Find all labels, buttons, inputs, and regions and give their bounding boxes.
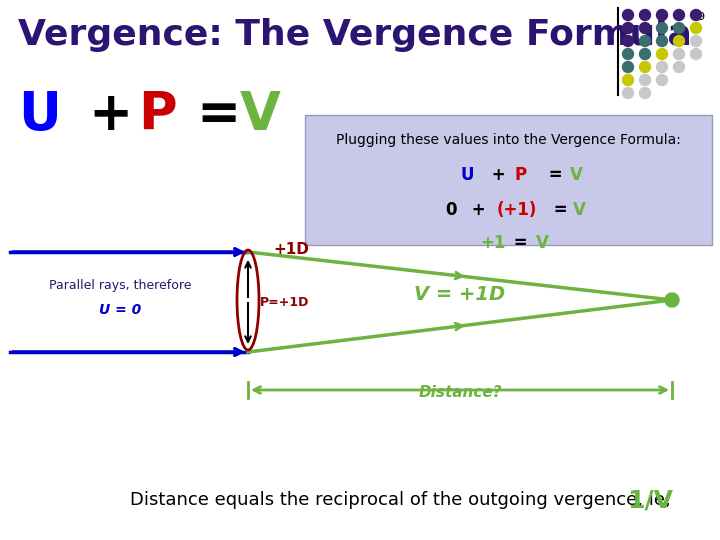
Text: V: V: [536, 234, 549, 252]
Text: Vergence: The Vergence Formula: Vergence: The Vergence Formula: [18, 18, 692, 52]
Text: V: V: [240, 89, 281, 141]
Circle shape: [623, 62, 634, 72]
Circle shape: [623, 23, 634, 33]
Circle shape: [657, 10, 667, 21]
Text: 19: 19: [692, 12, 706, 22]
Circle shape: [639, 49, 650, 59]
Text: U: U: [460, 166, 474, 184]
Text: +1D: +1D: [273, 242, 309, 257]
Circle shape: [673, 49, 685, 59]
Text: V: V: [570, 166, 583, 184]
Text: V: V: [573, 201, 586, 219]
Circle shape: [639, 10, 650, 21]
Text: +: +: [466, 201, 491, 219]
Text: Plugging these values into the Vergence Formula:: Plugging these values into the Vergence …: [336, 133, 681, 147]
Text: =: =: [548, 201, 573, 219]
Circle shape: [657, 36, 667, 46]
Text: =: =: [543, 166, 568, 184]
Circle shape: [690, 36, 701, 46]
FancyBboxPatch shape: [305, 115, 712, 245]
Circle shape: [690, 23, 701, 33]
Text: (+1): (+1): [497, 201, 537, 219]
Text: U = 0: U = 0: [99, 303, 141, 317]
Text: P: P: [515, 166, 527, 184]
Text: V = +1D: V = +1D: [415, 286, 505, 305]
Circle shape: [639, 62, 650, 72]
Circle shape: [657, 23, 667, 33]
Text: P: P: [138, 89, 176, 141]
Circle shape: [665, 293, 679, 307]
Circle shape: [657, 49, 667, 59]
Text: +: +: [88, 89, 132, 141]
Circle shape: [673, 36, 685, 46]
Circle shape: [657, 75, 667, 85]
Text: P=+1D: P=+1D: [260, 295, 310, 308]
Circle shape: [690, 10, 701, 21]
Text: Parallel rays, therefore: Parallel rays, therefore: [49, 279, 192, 292]
Text: U: U: [18, 89, 61, 141]
Circle shape: [623, 75, 634, 85]
Circle shape: [657, 62, 667, 72]
Text: 0: 0: [445, 201, 456, 219]
Text: Distance?: Distance?: [418, 385, 502, 400]
Text: 1/V: 1/V: [627, 488, 673, 512]
Circle shape: [639, 36, 650, 46]
Text: =: =: [508, 234, 534, 252]
Circle shape: [623, 49, 634, 59]
Circle shape: [690, 49, 701, 59]
Circle shape: [673, 62, 685, 72]
Text: Distance equals the reciprocal of the outgoing vergence, ie,: Distance equals the reciprocal of the ou…: [130, 491, 677, 509]
Text: =: =: [196, 89, 240, 141]
Text: +: +: [486, 166, 511, 184]
Circle shape: [639, 23, 650, 33]
Circle shape: [623, 87, 634, 98]
Circle shape: [623, 10, 634, 21]
Text: +1: +1: [480, 234, 505, 252]
Circle shape: [623, 36, 634, 46]
Circle shape: [673, 23, 685, 33]
Circle shape: [639, 87, 650, 98]
Circle shape: [673, 10, 685, 21]
Circle shape: [639, 75, 650, 85]
